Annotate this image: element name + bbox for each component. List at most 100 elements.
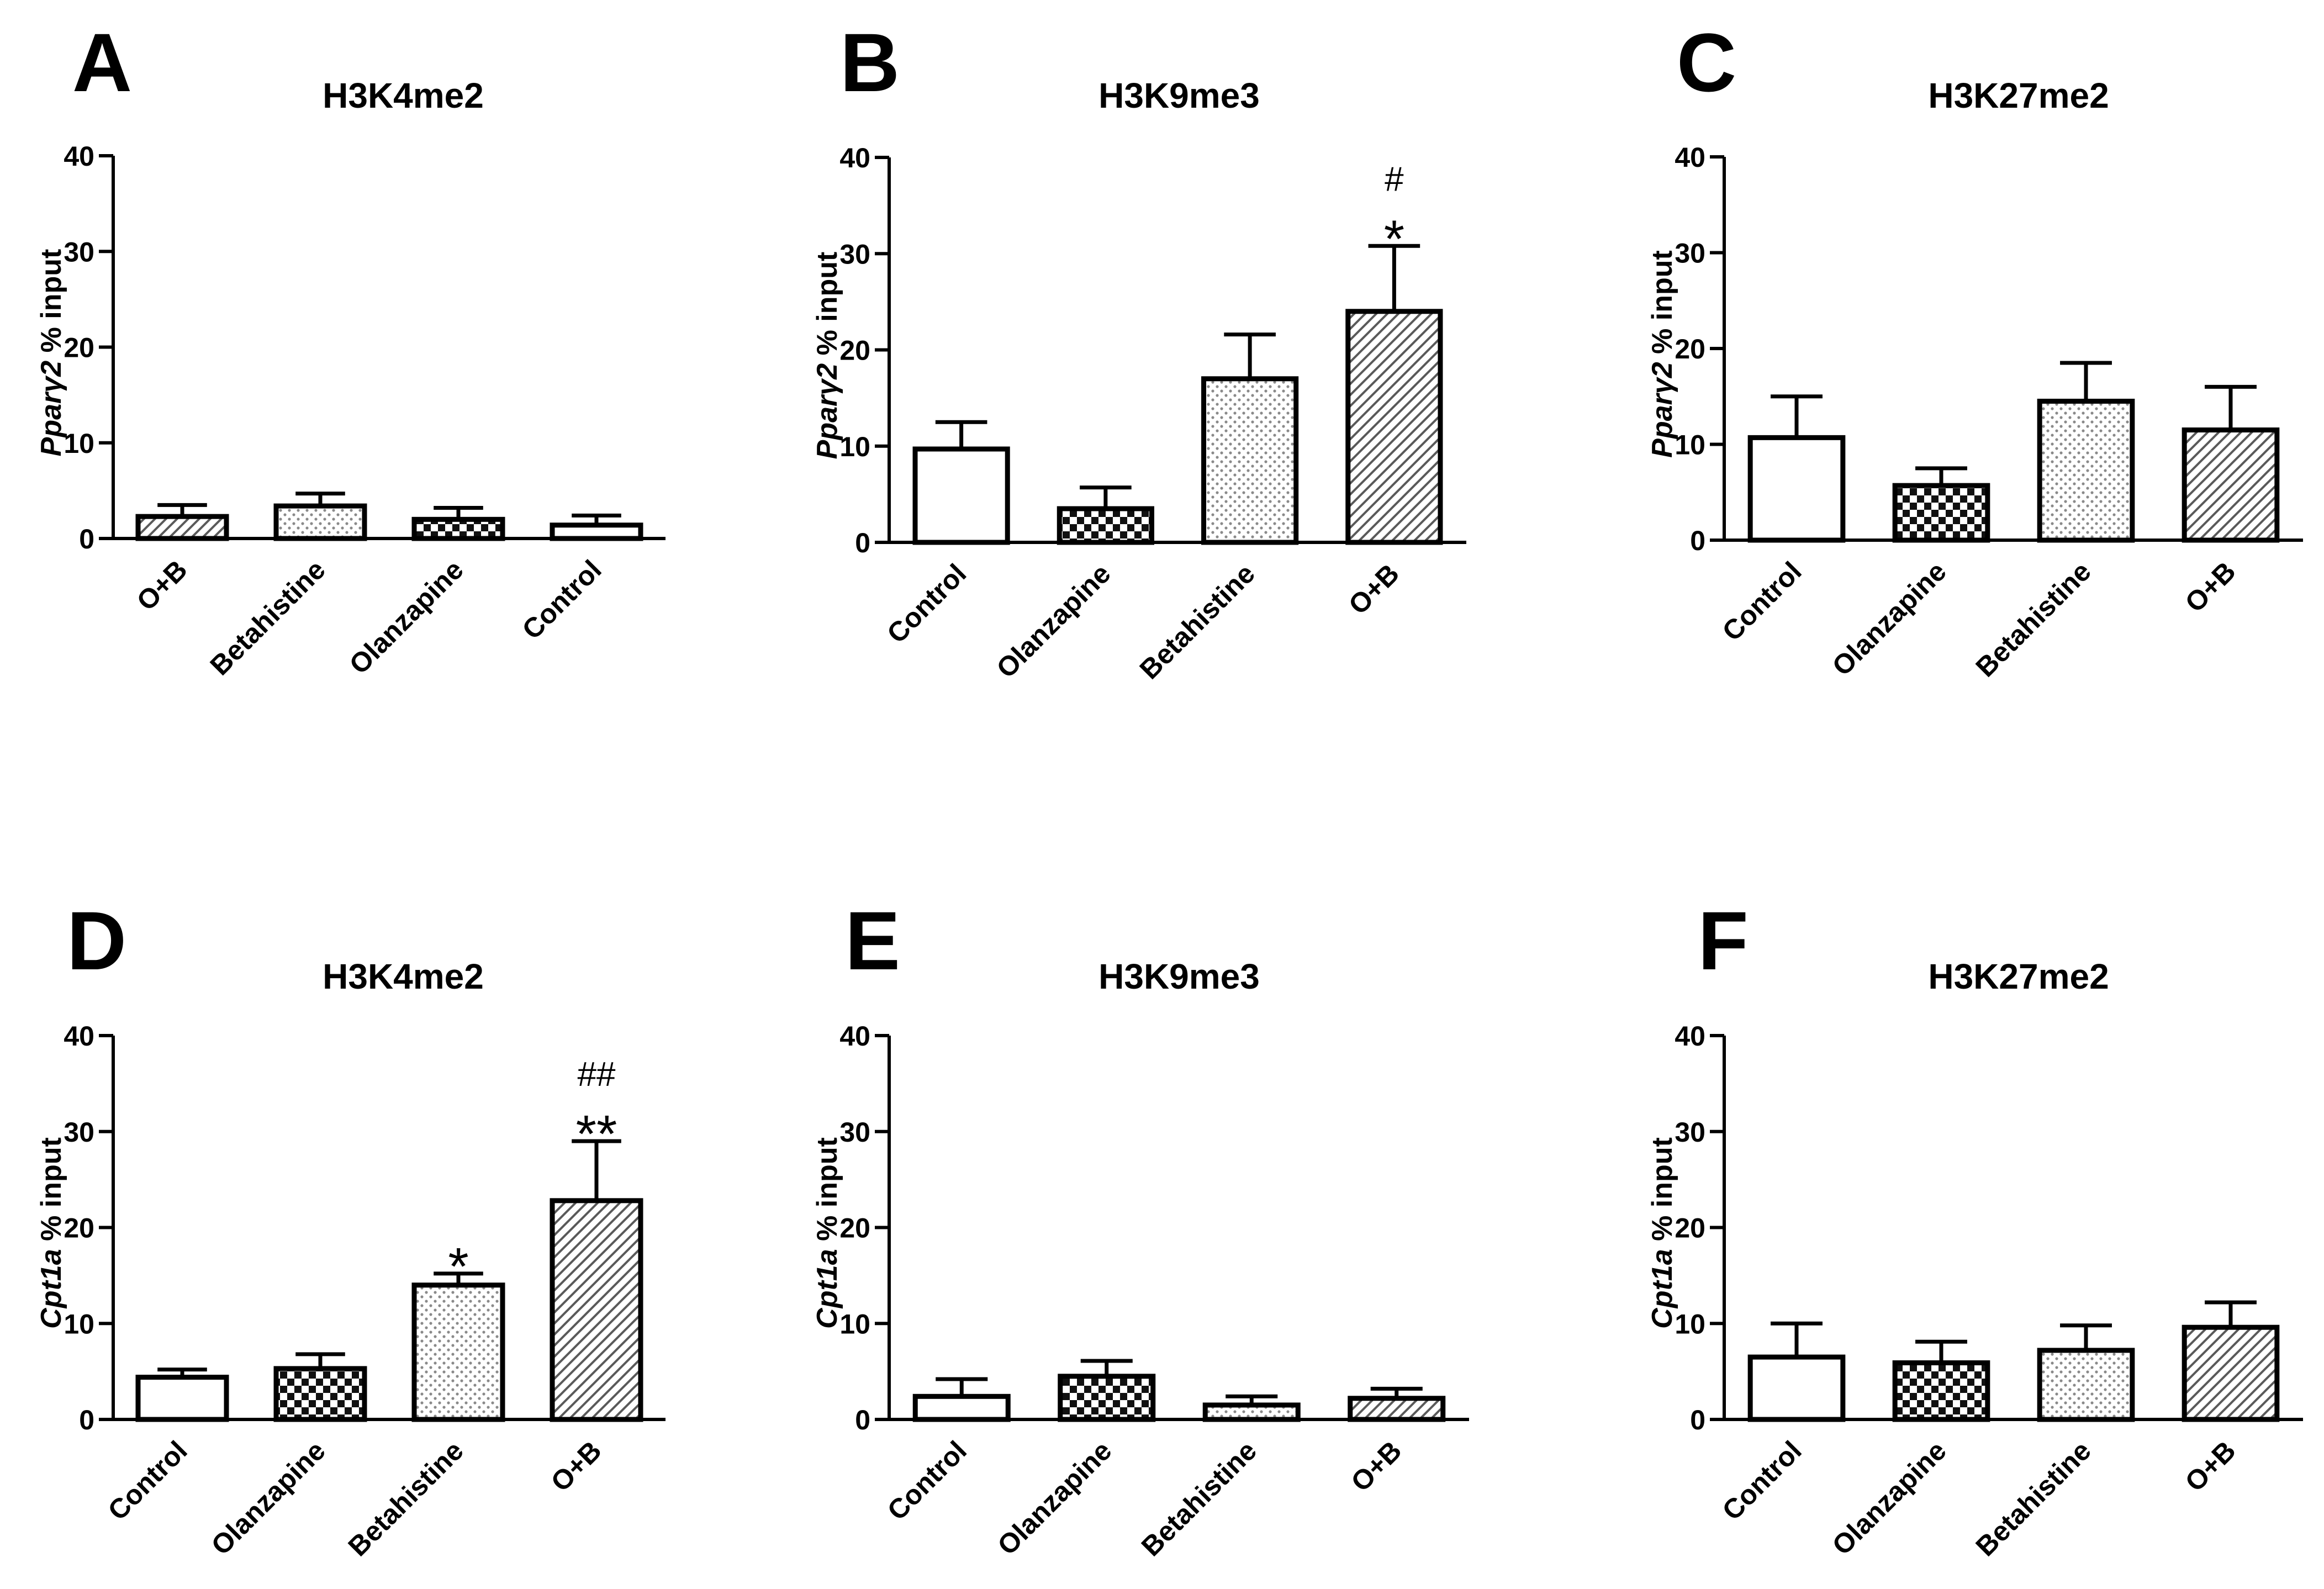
significance-star: ** [576,1105,617,1164]
y-axis-label: Pparγ2 % input [35,249,67,457]
bar-olanzapine [1892,483,1990,543]
significance-hash: ## [578,1055,616,1094]
y-axis-label: Pparγ2 % input [811,252,843,460]
y-tick-label: 0 [79,1405,94,1435]
y-axis-label-unit: % input [1646,250,1678,362]
x-category-label: Control [881,558,972,649]
y-axis-label-gene: Cpt1a [1646,1249,1678,1328]
x-category-label: Olanzapine [990,558,1116,684]
chart-panel-b: B H3K9me3 0 10 20 30 40 Pparγ2 % input Control Ol… [811,16,1466,685]
panel-letter: E [845,894,900,987]
x-category-label: O+B [545,1435,607,1497]
y-tick-label: 20 [64,1213,94,1244]
bar-control [912,1393,1011,1422]
y-tick-label: 10 [1675,1308,1705,1339]
x-category-label: Control [516,554,608,645]
bar-olanzapine [1892,1360,1990,1422]
y-tick-label: 20 [1675,334,1705,365]
y-tick-label: 40 [839,1021,870,1052]
y-axis-label-unit: % input [35,249,67,361]
y-axis-label-unit: % input [35,1137,67,1249]
y-tick-label: 30 [839,239,870,270]
panel-letter: A [72,16,132,109]
y-tick-label: 30 [1675,1117,1705,1148]
chart-panel-d: D H3K4me2 0 10 20 30 40 Cpt1a % input Control Ola… [35,894,665,1562]
panel-title: H3K4me2 [323,957,484,996]
bar-o-b [1345,309,1443,545]
y-axis-label-unit: % input [1646,1137,1678,1249]
bar-control [550,522,643,541]
bar-olanzapine [1058,1374,1156,1422]
x-category-label: Betahistine [204,554,331,681]
significance-star: * [1384,209,1404,268]
y-tick-label: 30 [839,1117,870,1148]
x-category-label: Betahistine [1134,558,1261,685]
y-tick-label: 40 [1675,1021,1705,1052]
bar-olanzapine [273,1366,367,1422]
bar-o-b [2182,427,2280,543]
x-category-label: Olanzapine [344,554,469,680]
y-tick-label: 20 [839,1213,870,1244]
y-axis-label: Cpt1a % input [811,1137,843,1329]
y-axis-label-gene: Pparγ2 [1646,362,1678,458]
bar-betahistine [1202,1402,1301,1422]
y-tick-label: 30 [64,1117,94,1148]
x-category-label: Control [881,1435,973,1526]
panel-title: H3K27me2 [1928,957,2109,996]
y-axis-label-gene: Cpt1a [35,1249,67,1328]
y-tick-label: 10 [1675,430,1705,461]
y-axis-label-unit: % input [811,1137,843,1249]
y-axis-label-unit: % input [811,252,843,363]
bar-betahistine [1201,376,1299,545]
y-tick-label: 40 [1675,142,1705,173]
chart-panel-e: E H3K9me3 0 10 20 30 40 Cpt1a % input Control Ola… [811,894,1469,1562]
bar-o-b [135,514,229,541]
significance-star: * [448,1237,468,1296]
bar-control [1747,435,1846,543]
x-category-label: O+B [1345,1435,1407,1497]
panel-title: H3K9me3 [1098,76,1260,115]
x-category-label: O+B [1343,558,1405,620]
panel-title: H3K9me3 [1098,957,1260,996]
x-category-label: O+B [2179,556,2241,618]
y-tick-label: 20 [1675,1213,1705,1244]
bar-olanzapine [411,516,505,541]
y-tick-label: 20 [64,332,94,363]
bar-o-b [550,1198,643,1422]
y-tick-label: 40 [839,142,870,173]
y-tick-label: 0 [1690,1405,1705,1435]
panel-letter: C [1677,16,1736,109]
bar-control [1747,1354,1846,1422]
y-axis-label: Cpt1a % input [35,1137,67,1329]
panel-letter: B [840,16,900,109]
panel-letter: D [67,894,126,987]
x-category-label: Olanzapine [205,1435,331,1561]
y-tick-label: 0 [79,524,94,555]
x-category-label: O+B [2179,1435,2241,1497]
y-tick-label: 40 [64,1021,94,1052]
bar-control [135,1375,229,1422]
x-category-label: Control [1716,1435,1808,1526]
y-tick-label: 20 [839,335,870,366]
bar-control [912,446,1010,545]
chart-panel-a: A H3K4me2 0 10 20 30 40 Pparγ2 % input O+B Betahi… [35,16,665,681]
bar-o-b [1348,1396,1446,1422]
x-category-label: Olanzapine [1826,556,1952,682]
y-axis-label: Cpt1a % input [1646,1137,1678,1329]
bar-o-b [2182,1324,2280,1422]
panel-title: H3K4me2 [323,76,484,115]
y-tick-label: 10 [64,1308,94,1339]
bar-betahistine [2037,1348,2135,1422]
x-category-label: Control [1716,556,1808,647]
bar-betahistine [411,1282,505,1422]
x-category-label: Betahistine [342,1435,469,1562]
y-axis-label-gene: Pparγ2 [35,361,67,457]
bar-betahistine [2037,398,2135,543]
x-category-label: O+B [130,554,193,616]
bar-betahistine [273,503,367,541]
x-category-label: Olanzapine [1826,1435,1952,1561]
x-category-label: Betahistine [1970,1435,2097,1562]
